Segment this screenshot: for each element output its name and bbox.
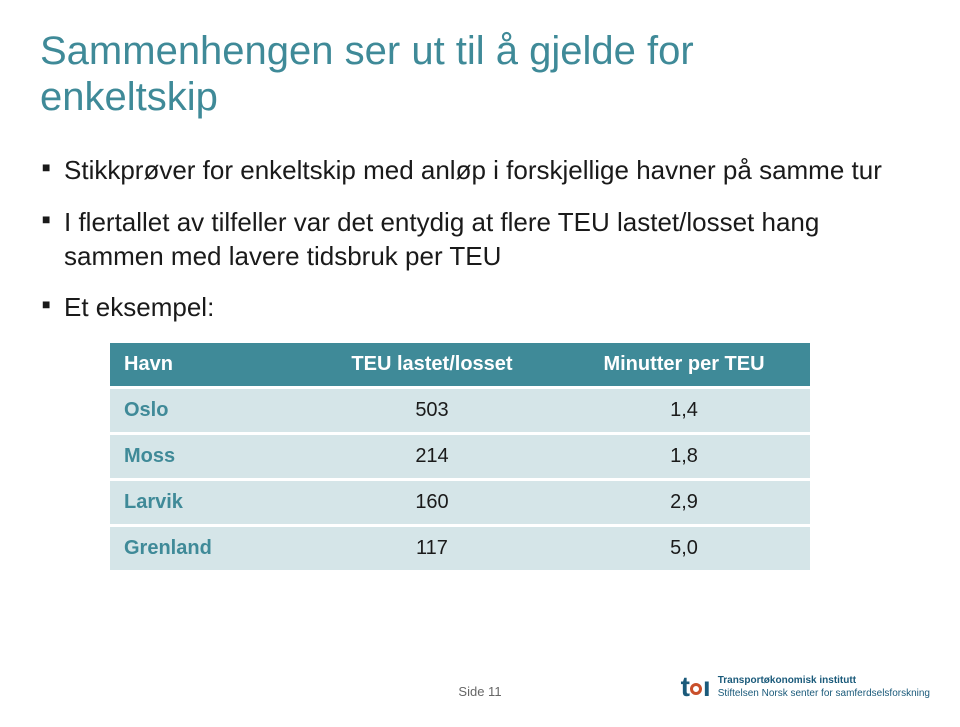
data-table-container: Havn TEU lastet/losset Minutter per TEU … <box>110 343 810 570</box>
logo: tı Transportøkonomisk institutt Stiftels… <box>681 671 930 703</box>
cell-port: Grenland <box>110 526 306 571</box>
slide: Sammenhengen ser ut til å gjelde for enk… <box>0 0 960 727</box>
bullet-text: Stikkprøver for enkeltskip med anløp i f… <box>64 155 882 185</box>
title-line-1: Sammenhengen ser ut til å gjelde for <box>40 29 694 73</box>
logo-line-2: Stiftelsen Norsk senter for samferdselsf… <box>718 687 930 700</box>
page-title: Sammenhengen ser ut til å gjelde for enk… <box>40 28 920 120</box>
cell-port: Moss <box>110 434 306 480</box>
table-header: Havn TEU lastet/losset Minutter per TEU <box>110 343 810 388</box>
cell-port: Larvik <box>110 480 306 526</box>
table-row: Oslo 503 1,4 <box>110 388 810 434</box>
table-row: Larvik 160 2,9 <box>110 480 810 526</box>
list-item: I flertallet av tilfeller var det entydi… <box>42 206 920 274</box>
logo-o-icon <box>690 683 702 695</box>
table-row: Grenland 117 5,0 <box>110 526 810 571</box>
cell-value: 5,0 <box>558 526 810 571</box>
col-header: Minutter per TEU <box>558 343 810 388</box>
cell-value: 214 <box>306 434 558 480</box>
logo-i: ı <box>703 671 710 703</box>
cell-value: 1,8 <box>558 434 810 480</box>
cell-value: 503 <box>306 388 558 434</box>
logo-mark: tı <box>681 671 710 703</box>
data-table: Havn TEU lastet/losset Minutter per TEU … <box>110 343 810 570</box>
table-body: Oslo 503 1,4 Moss 214 1,8 Larvik 160 2,9… <box>110 388 810 571</box>
cell-value: 160 <box>306 480 558 526</box>
col-header: Havn <box>110 343 306 388</box>
bullet-text: I flertallet av tilfeller var det entydi… <box>64 207 819 271</box>
bullet-text: Et eksempel: <box>64 292 214 322</box>
cell-port: Oslo <box>110 388 306 434</box>
col-header: TEU lastet/losset <box>306 343 558 388</box>
bullet-list: Stikkprøver for enkeltskip med anløp i f… <box>42 154 920 325</box>
list-item: Stikkprøver for enkeltskip med anløp i f… <box>42 154 920 188</box>
list-item: Et eksempel: <box>42 291 920 325</box>
cell-value: 2,9 <box>558 480 810 526</box>
logo-text: Transportøkonomisk institutt Stiftelsen … <box>718 674 930 700</box>
table-row: Moss 214 1,8 <box>110 434 810 480</box>
logo-t: t <box>681 671 689 703</box>
cell-value: 117 <box>306 526 558 571</box>
logo-line-1: Transportøkonomisk institutt <box>718 674 930 687</box>
title-line-2: enkeltskip <box>40 75 218 119</box>
footer: Side 11 tı Transportøkonomisk institutt … <box>0 661 960 713</box>
cell-value: 1,4 <box>558 388 810 434</box>
page-number: Side 11 <box>458 684 501 699</box>
